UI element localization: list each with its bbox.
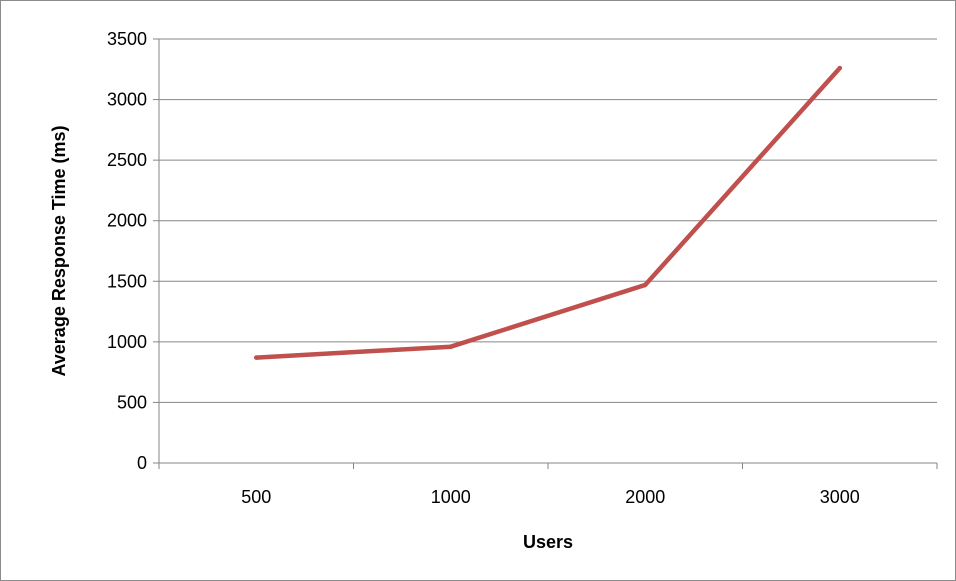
series-line-0	[256, 68, 840, 358]
y-tick-label: 1000	[107, 332, 147, 352]
y-tick-label: 500	[117, 392, 147, 412]
data-point	[838, 66, 842, 70]
data-point	[449, 345, 453, 349]
series-group	[254, 66, 842, 360]
y-tick-label: 3500	[107, 29, 147, 49]
y-tick-label: 0	[137, 453, 147, 473]
gridlines	[159, 39, 937, 402]
x-tick-label: 500	[241, 487, 271, 507]
x-tick-label: 1000	[431, 487, 471, 507]
data-point	[254, 355, 258, 359]
y-tick-label: 1500	[107, 271, 147, 291]
axes	[153, 39, 937, 469]
y-tick-label: 3000	[107, 90, 147, 110]
x-axis-title: Users	[523, 532, 573, 552]
y-tick-label: 2000	[107, 211, 147, 231]
y-tick-labels: 0 500 1000 1500 2000 2500 3000 3500	[107, 29, 147, 473]
x-tick-label: 3000	[820, 487, 860, 507]
y-tick-label: 2500	[107, 150, 147, 170]
x-tick-label: 2000	[625, 487, 665, 507]
data-point	[643, 283, 647, 287]
y-axis-title: Average Response Time (ms)	[49, 125, 69, 376]
x-tick-labels: 500 1000 2000 3000	[241, 487, 860, 507]
